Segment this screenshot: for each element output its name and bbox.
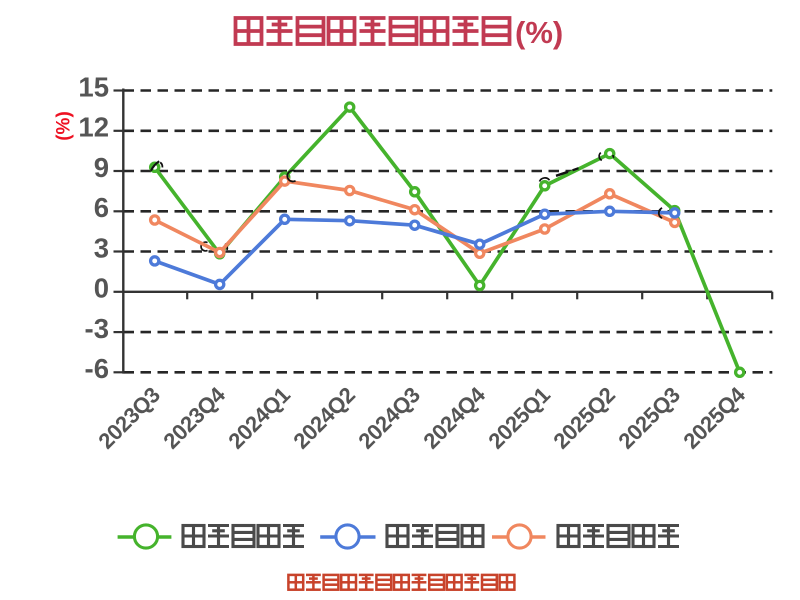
svg-text:0: 0	[94, 273, 109, 304]
svg-text:(%): (%)	[54, 111, 75, 141]
svg-text:3: 3	[94, 232, 109, 263]
svg-text:12: 12	[78, 112, 109, 143]
svg-text:15: 15	[78, 71, 109, 102]
svg-text:-3: -3	[85, 313, 109, 344]
svg-text:6: 6	[94, 192, 109, 223]
svg-text:9: 9	[94, 152, 109, 183]
svg-text:-6: -6	[85, 353, 109, 384]
svg-text:(%): (%)	[515, 15, 563, 50]
